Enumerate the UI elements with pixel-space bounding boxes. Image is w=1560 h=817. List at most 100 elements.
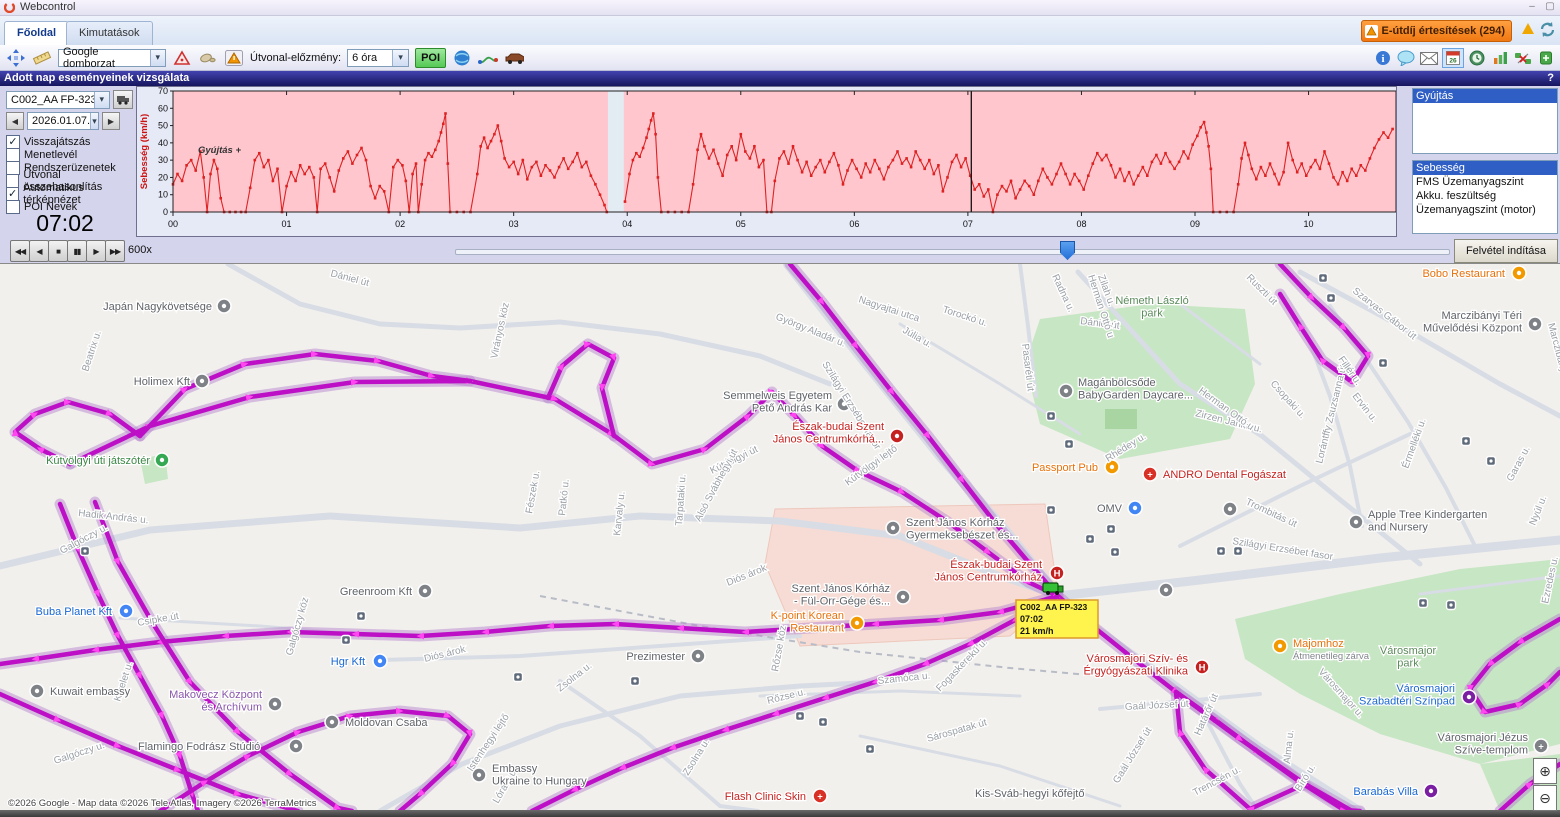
pause-button[interactable]: ▮▮ <box>67 240 87 262</box>
checkbox-5[interactable]: POI Nevek <box>6 199 77 214</box>
map-canvas[interactable]: + H H + + Dániel út Dániel út Szarvas Gábor út G… <box>0 263 1560 811</box>
svg-text:Greenroom Kft: Greenroom Kft <box>340 586 412 598</box>
checkbox-label: POI Nevek <box>24 200 78 213</box>
connect-icon[interactable] <box>1536 49 1556 67</box>
timeline-slider-track[interactable] <box>455 249 1450 255</box>
list-item[interactable]: FMS Üzemanyagszint <box>1416 176 1524 188</box>
chevron-down-icon: ▾ <box>392 49 409 66</box>
svg-text:Gaál József út: Gaál József út <box>1125 699 1190 713</box>
help-button[interactable]: ? <box>1547 72 1554 84</box>
zoom-out-button[interactable]: ⊖ <box>1533 785 1557 811</box>
svg-text:Sebesség (km/h): Sebesség (km/h) <box>139 114 150 190</box>
chat-icon[interactable] <box>1396 49 1416 67</box>
etoll-notification-badge[interactable]: E-útdíj értesítések (294) <box>1360 20 1512 42</box>
playback-speed-label: 600x <box>128 244 152 256</box>
svg-text:Flamingo Fodrász Stúdió: Flamingo Fodrász Stúdió <box>138 741 260 753</box>
alert-warning-icon[interactable] <box>1522 23 1534 34</box>
maximize-button[interactable]: ▢ <box>1545 1 1555 12</box>
mail-icon[interactable] <box>1419 49 1439 67</box>
rewind-button[interactable]: ◀ <box>29 240 49 262</box>
svg-text:07: 07 <box>963 219 973 229</box>
history-clock-icon[interactable] <box>1467 49 1487 67</box>
svg-text:05: 05 <box>736 219 746 229</box>
globe-icon[interactable] <box>452 49 472 67</box>
play-button[interactable]: ▶ <box>86 240 106 262</box>
stop-button[interactable]: ■ <box>48 240 68 262</box>
list-item[interactable]: Akku. feszültség <box>1416 190 1497 202</box>
svg-text:60: 60 <box>158 103 168 113</box>
vehicle-marker[interactable] <box>1042 582 1064 595</box>
signal-listbox[interactable]: Sebesség FMS Üzemanyagszint Akku. feszülts… <box>1412 160 1558 234</box>
svg-text:+: + <box>817 791 823 802</box>
svg-text:+: + <box>1147 469 1153 480</box>
next-day-button[interactable]: ▶ <box>102 112 120 130</box>
disconnect-icon[interactable] <box>1513 49 1533 67</box>
list-item[interactable]: Üzemanyagszint (motor) <box>1416 204 1536 216</box>
list-item[interactable]: Gyújtás <box>1413 89 1557 103</box>
svg-text:40: 40 <box>158 138 168 148</box>
pan-tool-icon[interactable] <box>6 48 26 67</box>
date-select[interactable]: 2026.01.07. ▾ <box>27 112 99 130</box>
event-listbox[interactable]: Gyújtás <box>1412 88 1558 154</box>
tab-kimutatasok[interactable]: Kimutatások <box>66 21 153 45</box>
checkbox-3[interactable]: Útvonal összehasonlítás <box>6 169 136 193</box>
svg-text:Majomhoz: Majomhoz <box>1293 638 1344 650</box>
etoll-label: E-útdíj értesítések (294) <box>1381 25 1506 37</box>
checkbox-box[interactable]: ✓ <box>6 186 20 201</box>
poi-toggle-button[interactable]: POI <box>415 47 447 68</box>
prev-day-button[interactable]: ◀ <box>6 112 24 130</box>
zoom-in-button[interactable]: ⊕ <box>1533 758 1557 784</box>
checkbox-box[interactable] <box>6 199 20 214</box>
checkbox-label: Rendszerüzenetek <box>24 161 116 174</box>
speed-chart-svg: 0 10 20 30 40 50 60 70 00 01 02 03 04 05 06 07 08 09 10 Gyú… <box>139 86 1397 229</box>
chevron-down-icon: ▾ <box>90 113 98 129</box>
checkbox-4[interactable]: ✓ Automatikus térképnézet <box>6 182 136 206</box>
checkbox-0[interactable]: ✓ Visszajátszás <box>6 134 90 149</box>
vehicle-info-button[interactable] <box>113 90 133 109</box>
playback-bar: ◀◀ ◀ ■ ▮▮ ▶ ▶▶ 600x Felvétel indítása <box>0 238 1560 264</box>
start-recording-button[interactable]: Felvétel indítása <box>1454 239 1558 263</box>
svg-text:00: 00 <box>168 219 178 229</box>
list-item[interactable]: Sebesség <box>1413 161 1557 175</box>
checkbox-2[interactable]: Rendszerüzenetek <box>6 160 116 175</box>
traffic-warning-icon[interactable] <box>172 49 192 67</box>
svg-text:08: 08 <box>1076 219 1086 229</box>
refresh-icon[interactable] <box>1539 21 1556 41</box>
timeline-slider-thumb[interactable] <box>1060 241 1075 260</box>
forward-fast-button[interactable]: ▶▶ <box>105 240 125 262</box>
svg-text:Moldovan Csaba: Moldovan Csaba <box>345 717 428 729</box>
vehicle-select[interactable]: C002_AA FP-323 ▾ <box>6 90 110 109</box>
svg-text:Buba Planet Kft: Buba Planet Kft <box>36 606 112 618</box>
svg-text:Kis-Sváb-hegyi kőfejtő: Kis-Sváb-hegyi kőfejtő <box>975 788 1084 800</box>
vehicle-follow-icon[interactable] <box>504 49 525 67</box>
svg-text:10: 10 <box>158 190 168 200</box>
checkbox-1[interactable]: Menetlevél <box>6 147 77 162</box>
alert-zones-icon[interactable] <box>224 49 244 67</box>
app-logo-icon <box>3 1 16 14</box>
ruler-tool-icon[interactable] <box>32 49 52 67</box>
statistics-icon[interactable] <box>1490 49 1510 67</box>
speed-chart[interactable]: 0 10 20 30 40 50 60 70 00 01 02 03 04 05 06 07 08 09 10 Gyú… <box>136 86 1397 237</box>
minimize-button[interactable]: – <box>1529 1 1535 12</box>
tab-fooldal[interactable]: Főoldal <box>4 21 70 45</box>
rewind-fast-button[interactable]: ◀◀ <box>10 240 30 262</box>
svg-text:Holimex Kft: Holimex Kft <box>134 376 190 388</box>
vehicle-tooltip[interactable]: C002_AA FP-323 07:02 21 km/h <box>1015 599 1099 639</box>
route-trace-icon[interactable] <box>478 49 499 67</box>
window-bottom-edge <box>0 810 1560 817</box>
playback-time-display: 07:02 <box>36 210 94 236</box>
footprint-tool-icon[interactable] <box>198 49 218 67</box>
calendar-icon[interactable]: 26 <box>1442 48 1464 68</box>
map-type-value: Google domborzat <box>63 45 115 70</box>
route-history-select[interactable]: 6 óra ▾ <box>347 48 410 67</box>
svg-text:Gyújtás +: Gyújtás + <box>198 145 241 156</box>
map-type-select[interactable]: Google domborzat ▾ <box>58 45 166 70</box>
info-icon[interactable]: i <box>1373 49 1393 67</box>
